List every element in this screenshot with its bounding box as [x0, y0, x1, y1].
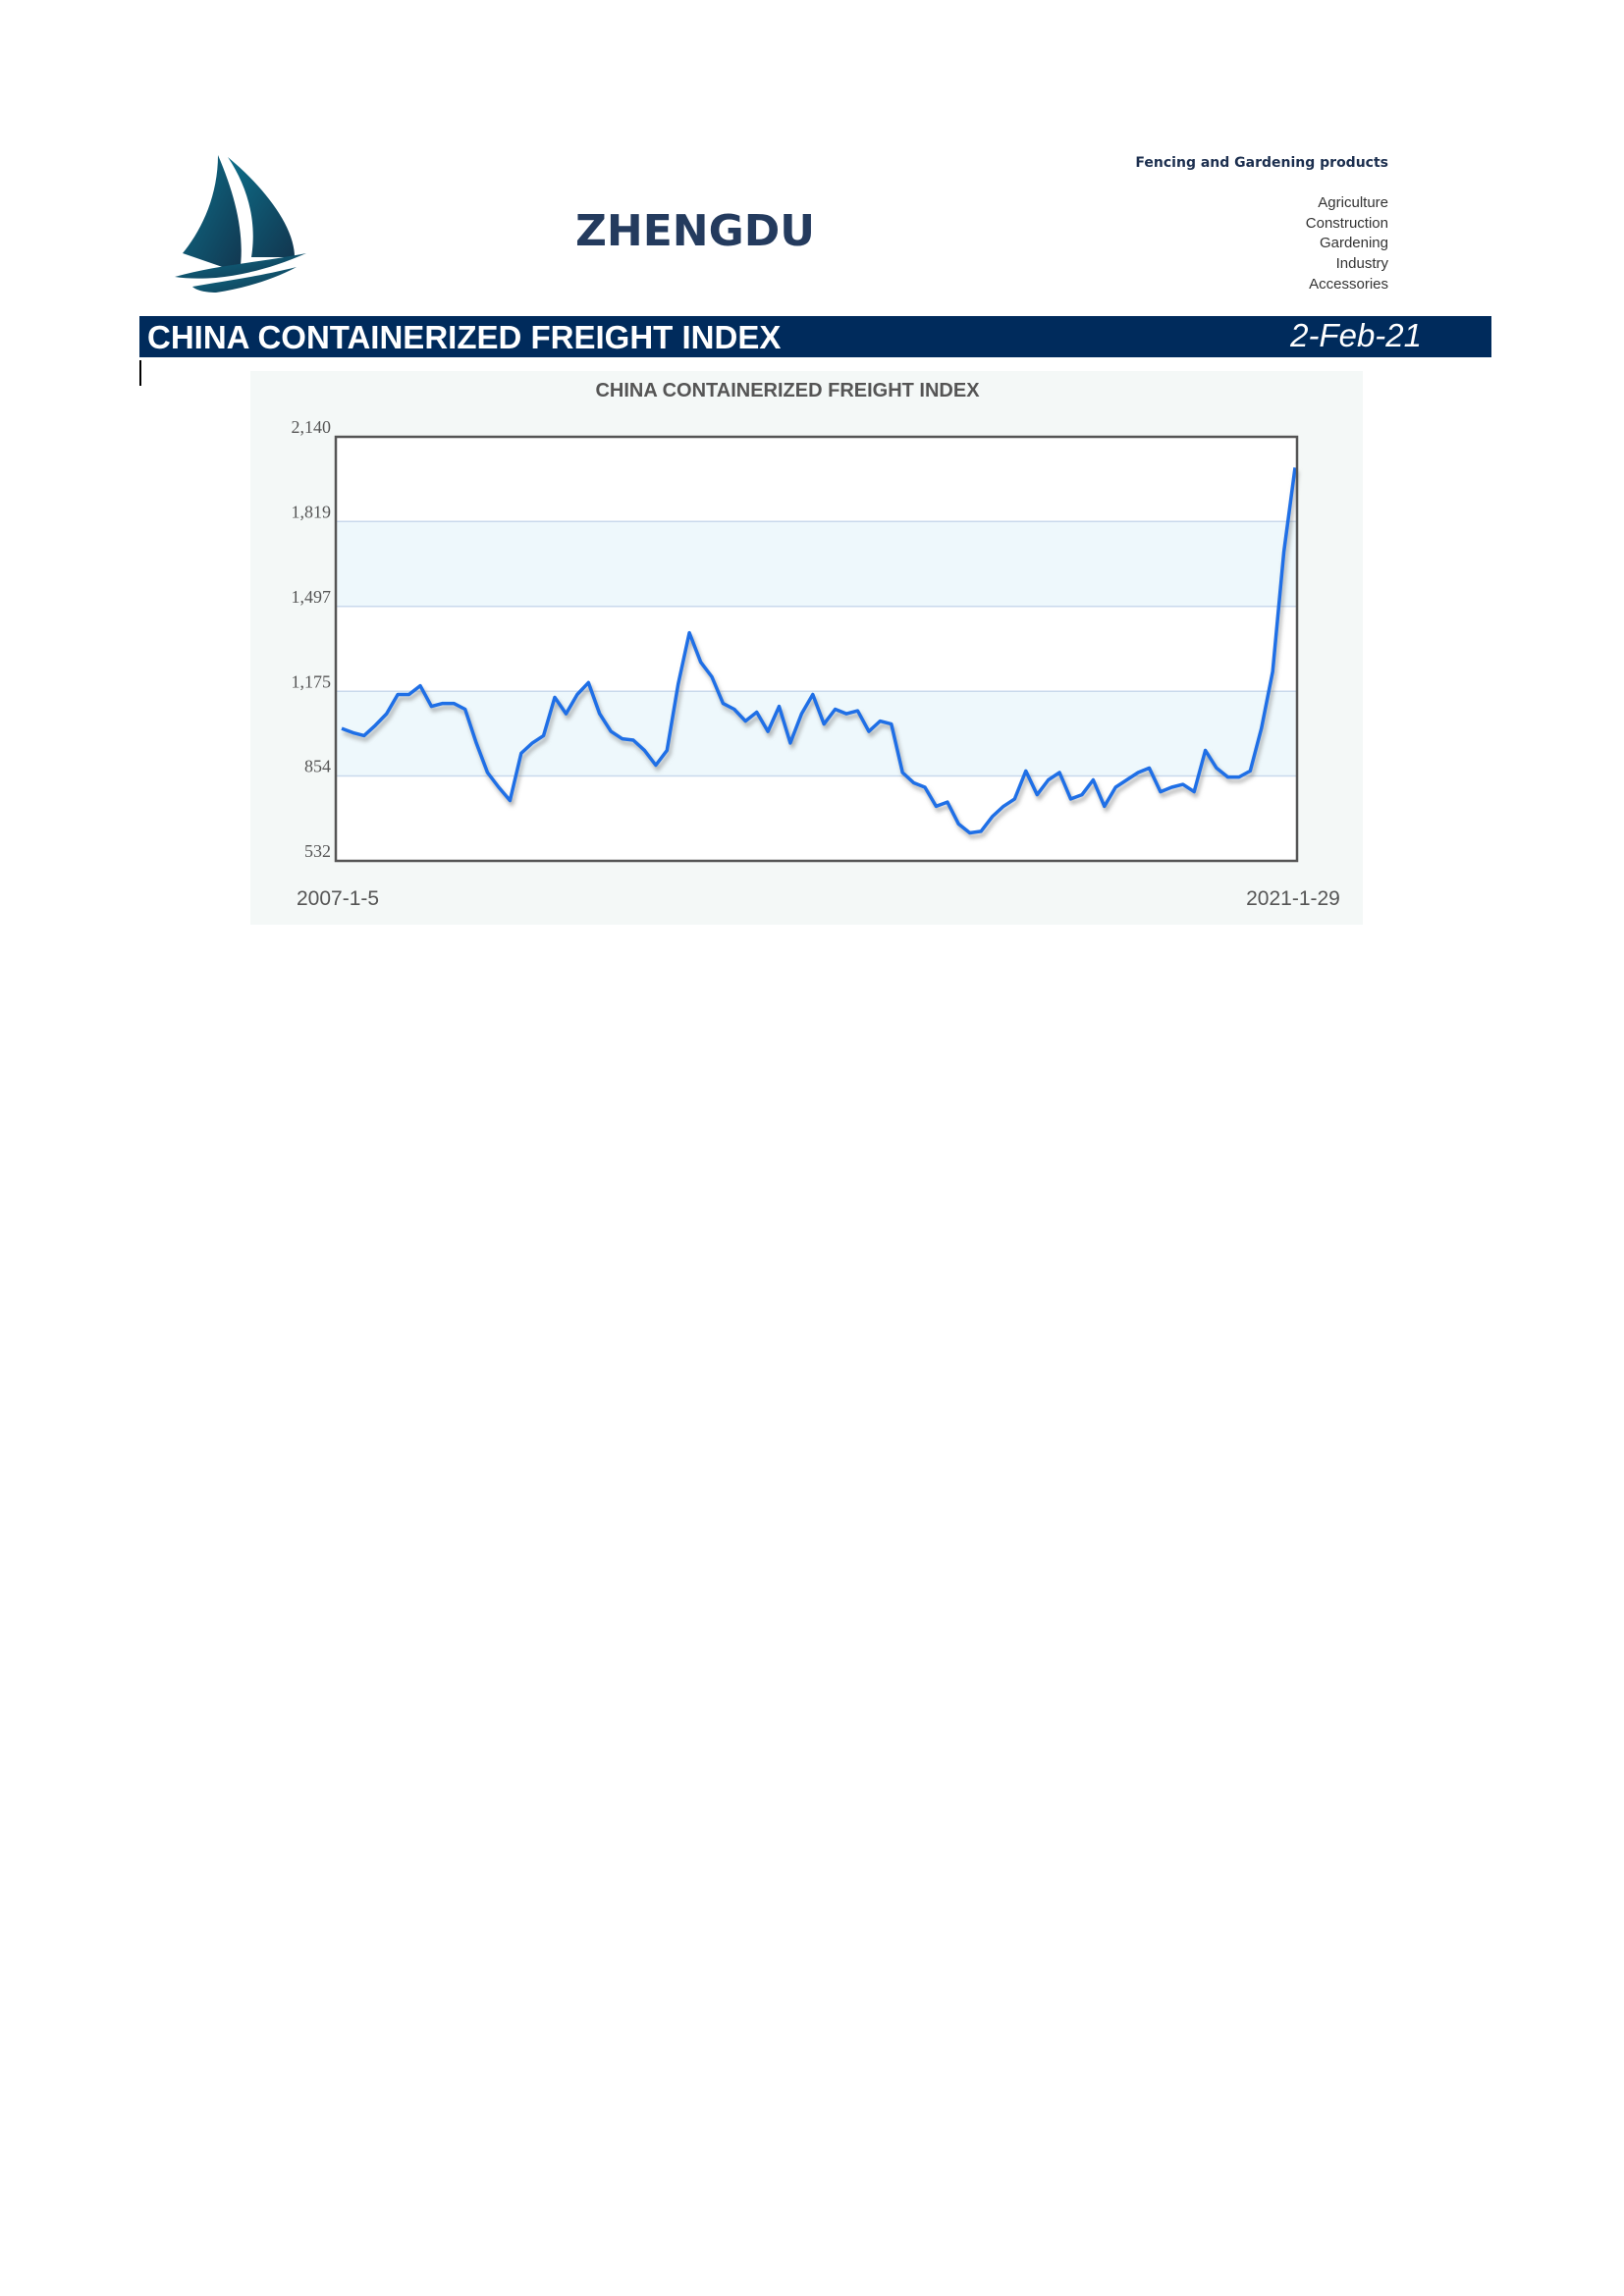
y-tick-label: 1,175: [292, 671, 332, 691]
tagline: Fencing and Gardening products: [1135, 155, 1388, 171]
band: [336, 521, 1297, 607]
plot: 532 854 1,175 1,497 1,819 2,140 2007-1-5 2021-1…: [292, 417, 1340, 910]
plot-area: [336, 437, 1297, 861]
banner-date: 2-Feb-21: [1289, 317, 1422, 353]
product: Agriculture: [1318, 194, 1388, 211]
banner-title: CHINA CONTAINERIZED FREIGHT INDEX: [147, 319, 781, 355]
banner: [139, 316, 1491, 357]
chart-title: CHINA CONTAINERIZED FREIGHT INDEX: [595, 380, 980, 401]
y-tick-label: 1,497: [292, 587, 332, 607]
product: Construction: [1306, 215, 1388, 232]
logo: [175, 155, 306, 293]
product: Gardening: [1320, 235, 1388, 251]
x-tick-label: 2007-1-5: [297, 887, 379, 910]
y-tick-label: 532: [304, 841, 331, 861]
line: [341, 467, 1297, 835]
y-tick-label: 1,819: [292, 502, 332, 521]
x-tick-label: 2021-1-29: [1246, 887, 1340, 910]
plot-frame: [334, 435, 1299, 863]
product: Industry: [1336, 255, 1389, 272]
y-tick-label: 2,140: [292, 417, 332, 437]
y-tick-label: 854: [304, 757, 331, 776]
product: Accessories: [1309, 276, 1388, 293]
brand: ZHENGDU: [575, 206, 815, 256]
